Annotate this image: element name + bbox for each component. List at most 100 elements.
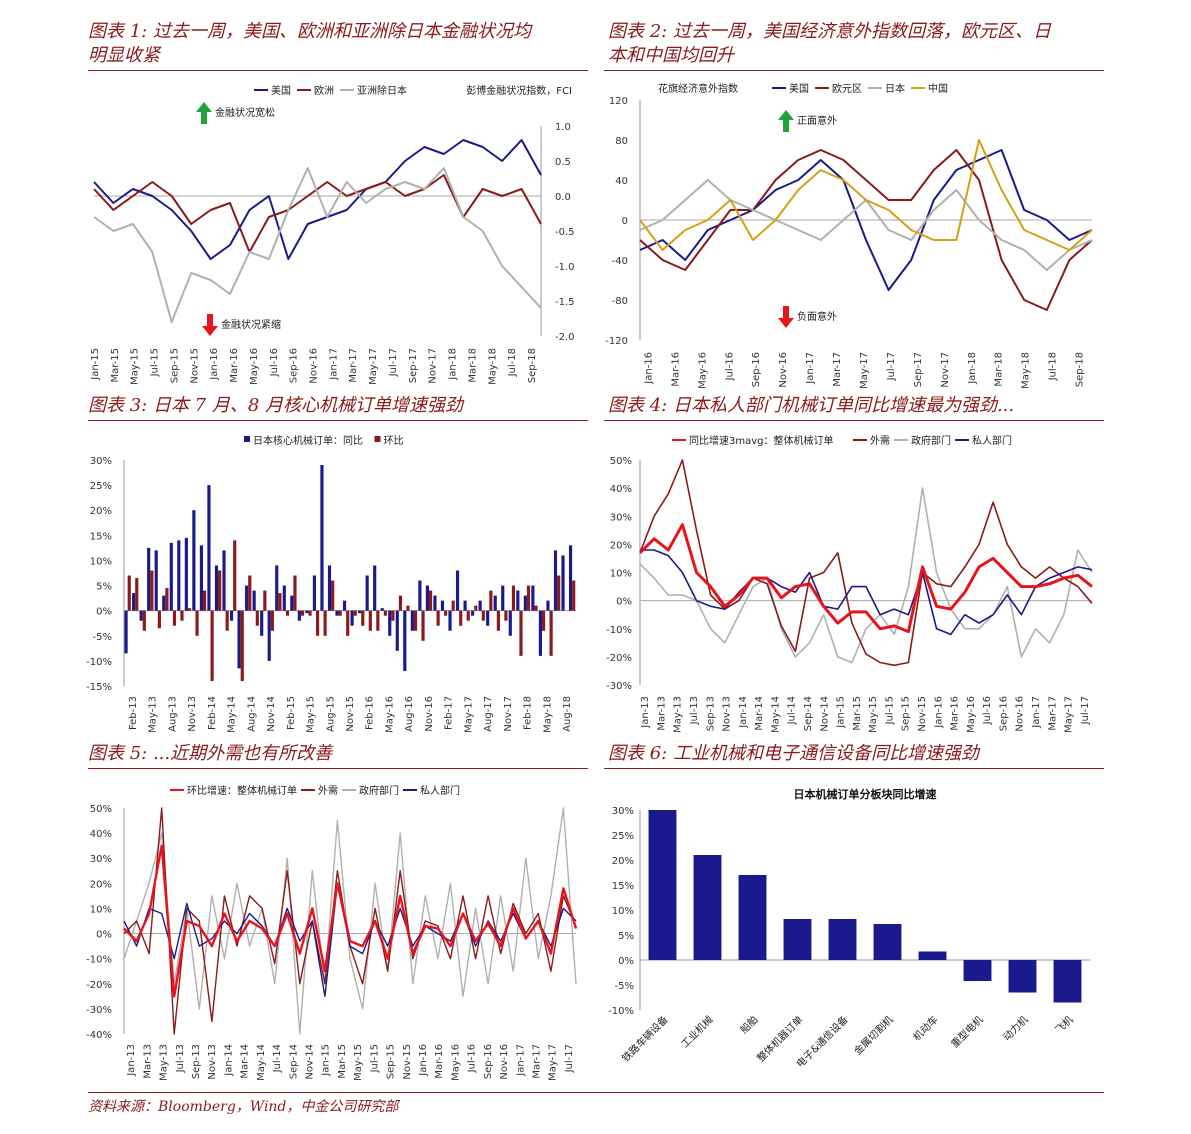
legend-label: 日本	[885, 82, 905, 95]
panel4-rule	[604, 420, 1104, 421]
bar-yoy	[139, 610, 143, 621]
y-tick-label: 10%	[90, 556, 112, 567]
axis-title: 花旗经济意外指数	[658, 82, 738, 95]
y-tick-label: -40	[612, 256, 628, 267]
x-tick-label: Jul-14	[787, 696, 798, 725]
bar-mom	[421, 610, 425, 641]
category-bar	[648, 810, 677, 960]
x-tick-label: Nov-14	[266, 696, 277, 732]
category-label: 机动车	[910, 1013, 940, 1043]
bar-yoy	[252, 590, 256, 611]
bar-mom	[549, 610, 553, 656]
bar-yoy	[335, 610, 339, 616]
x-tick-label: Jan-13	[126, 1044, 137, 1077]
y-tick-label: 10%	[610, 569, 632, 580]
bar-mom	[150, 570, 154, 611]
x-tick-label: Jan-14	[738, 696, 749, 729]
y-tick-label: -30%	[86, 1005, 112, 1016]
x-tick-label: Mar-17	[832, 352, 843, 387]
x-tick-label: Jan-15	[90, 348, 101, 381]
y-tick-label: 40%	[610, 484, 632, 495]
bar-yoy	[207, 485, 211, 611]
legend-label: 美国	[789, 82, 809, 95]
x-tick-label: Mar-13	[656, 696, 667, 731]
bar-yoy	[214, 565, 219, 611]
x-tick-label: Jan-16	[643, 352, 654, 385]
x-tick-label: May-17	[368, 348, 379, 385]
y-tick-label: 25%	[612, 831, 634, 842]
y-tick-label: -20%	[86, 980, 112, 991]
bar-yoy	[501, 585, 505, 611]
bar-yoy	[561, 555, 565, 611]
bar-yoy	[245, 585, 249, 611]
panel5-title: 图表 5: ...近期外需也有所改善	[88, 742, 588, 766]
series-line-1	[93, 174, 542, 253]
panel3-title: 图表 3: 日本 7 月、8 月核心机械订单增速强劲	[88, 394, 588, 418]
bar-mom	[331, 580, 335, 611]
y-tick-label: 50%	[610, 456, 632, 467]
bar-yoy	[531, 585, 535, 611]
panel1-rule	[88, 70, 588, 71]
bar-mom	[368, 610, 372, 631]
y-tick-label: 30%	[612, 806, 634, 817]
x-tick-label: Feb-15	[286, 696, 297, 730]
bar-mom	[481, 610, 485, 621]
y-tick-label: -10%	[608, 1006, 634, 1017]
x-tick-label: Aug-15	[325, 696, 336, 732]
x-tick-label: Aug-13	[167, 696, 178, 732]
y-tick-label: 80	[615, 136, 628, 147]
bar-mom	[195, 610, 199, 636]
bar-mom	[165, 588, 169, 611]
bar-yoy	[486, 610, 490, 626]
series-line-1	[639, 149, 1093, 311]
category-label: 金属切割机	[851, 1013, 896, 1058]
series-line-2	[123, 807, 577, 1035]
y-tick-label: -20%	[606, 653, 632, 664]
x-tick-label: Jul-17	[564, 1044, 575, 1073]
x-tick-label: May-14	[256, 1044, 267, 1081]
legend-label: 欧洲	[314, 85, 334, 97]
y-tick-label: 0%	[96, 607, 112, 618]
x-tick-label: Jan-16	[418, 1044, 429, 1077]
category-label: 船舶	[737, 1013, 760, 1036]
x-tick-label: Sep-17	[913, 352, 924, 387]
x-tick-label: Sep-16	[751, 352, 762, 387]
x-tick-label: Jul-15	[369, 1044, 380, 1073]
bar-mom	[248, 575, 252, 611]
bar-mom	[383, 610, 387, 616]
x-tick-label: May-14	[227, 696, 238, 733]
bar-yoy	[553, 550, 558, 611]
panel2-title-line1: 图表 2: 过去一周，美国经济意外指数回落，欧元区、日	[608, 21, 1051, 42]
panel3-rule	[88, 420, 588, 421]
panel2-rule	[604, 70, 1104, 71]
x-tick-label: Jan-17	[805, 352, 816, 385]
panel5-rule	[88, 768, 588, 769]
x-tick-label: Sep-18	[527, 348, 538, 383]
bar-mom	[172, 610, 177, 626]
arrow-annotation: 负面意外	[797, 310, 837, 323]
x-tick-label: Jan-18	[448, 348, 459, 381]
bar-yoy	[380, 608, 384, 611]
bar-mom	[519, 610, 523, 656]
y-tick-label: 20%	[612, 856, 634, 867]
category-bar	[918, 951, 947, 960]
bar-mom	[263, 590, 267, 611]
series-line-0	[93, 139, 542, 260]
bar-yoy	[350, 610, 354, 626]
x-tick-label: May-17	[548, 1044, 559, 1081]
legend-label: 政府部门	[359, 784, 399, 797]
bar-mom	[278, 593, 282, 611]
bar-yoy	[455, 570, 460, 611]
legend-label: 同比增速3mavg：整体机械订单	[689, 434, 834, 447]
y-tick-label: -1.0	[555, 262, 575, 273]
legend-label: 中国	[928, 82, 948, 95]
y-tick-label: -10%	[86, 657, 112, 668]
y-tick-label: 5%	[618, 931, 634, 942]
x-tick-label: Jul-15	[884, 696, 895, 725]
x-tick-label: Jan-17	[1031, 696, 1042, 729]
bar-yoy	[546, 600, 550, 611]
bar-mom	[202, 590, 207, 611]
bar-yoy	[162, 595, 166, 611]
x-tick-label: May-17	[1064, 696, 1075, 733]
category-bar	[738, 875, 767, 960]
